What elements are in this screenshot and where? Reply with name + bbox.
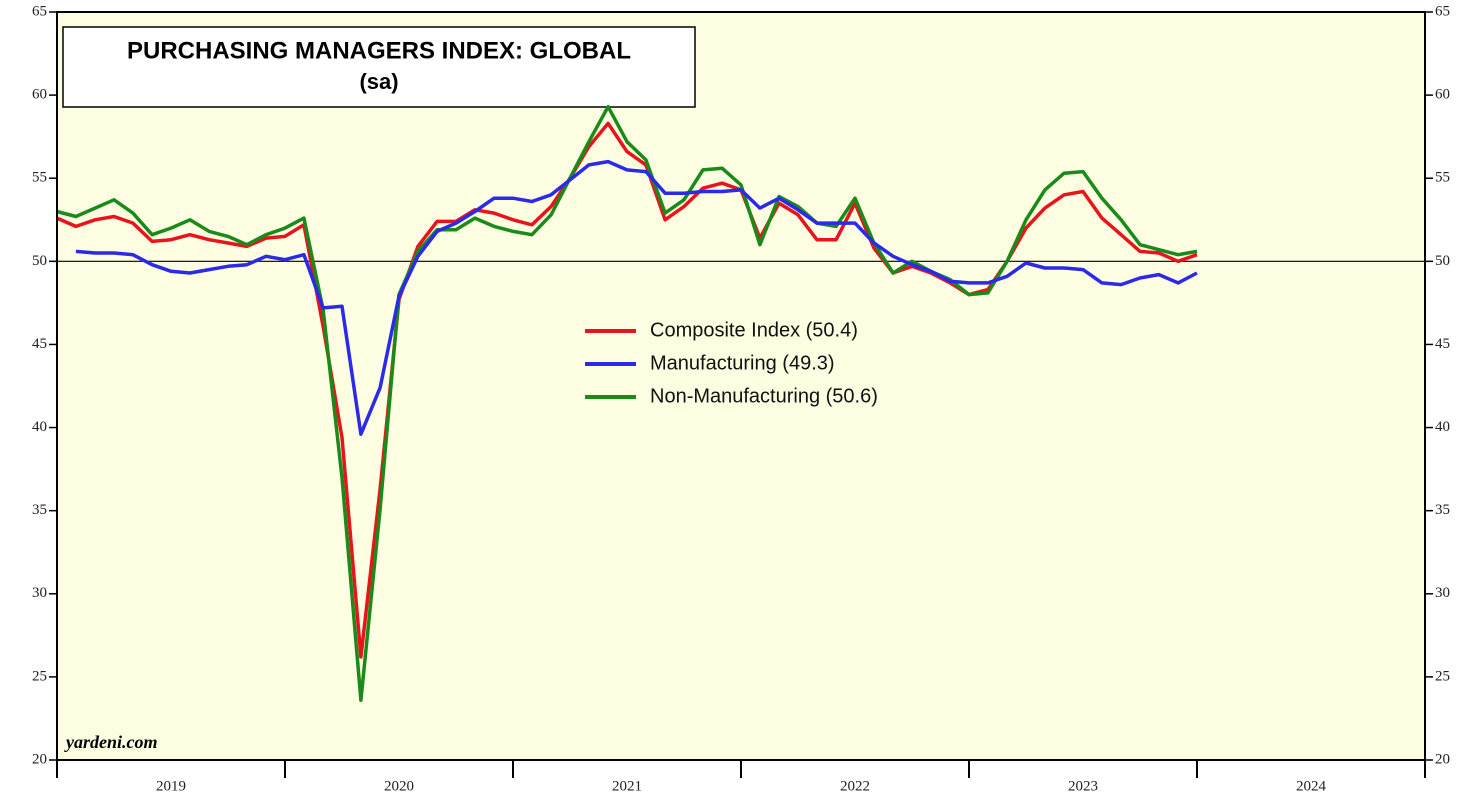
y-tick-label: 60 bbox=[32, 87, 47, 103]
y2-tick-label: 55 bbox=[1435, 170, 1450, 186]
y-tick-label: 25 bbox=[32, 668, 47, 684]
y-tick-label: 35 bbox=[32, 502, 47, 518]
y2-tick-label: 35 bbox=[1435, 502, 1450, 518]
y2-tick-label: 30 bbox=[1435, 585, 1450, 601]
y2-tick-label: 20 bbox=[1435, 751, 1450, 767]
x-tick-label: 2021 bbox=[612, 778, 642, 794]
x-tick-label: 2022 bbox=[840, 778, 870, 794]
x-tick-label: 2024 bbox=[1296, 778, 1327, 794]
y2-tick-label: 65 bbox=[1435, 3, 1450, 19]
y-tick-label: 45 bbox=[32, 336, 47, 352]
y-tick-label: 55 bbox=[32, 170, 47, 186]
y-tick-label: 40 bbox=[32, 419, 47, 435]
chart-title: PURCHASING MANAGERS INDEX: GLOBAL bbox=[127, 37, 631, 64]
source-label: yardeni.com bbox=[64, 732, 158, 752]
legend-label: Non-Manufacturing (50.6) bbox=[650, 385, 878, 407]
y-tick-label: 20 bbox=[32, 751, 47, 767]
y2-tick-label: 25 bbox=[1435, 668, 1450, 684]
y2-tick-label: 40 bbox=[1435, 419, 1450, 435]
chart-subtitle: (sa) bbox=[359, 69, 398, 94]
y-tick-label: 50 bbox=[32, 253, 47, 269]
y2-tick-label: 45 bbox=[1435, 336, 1450, 352]
series-line bbox=[56, 104, 1198, 702]
legend-label: Manufacturing (49.3) bbox=[650, 352, 835, 374]
legend-label: Composite Index (50.4) bbox=[650, 319, 858, 341]
x-tick-label: 2023 bbox=[1068, 778, 1098, 794]
title-box bbox=[62, 26, 696, 108]
y-tick-label: 30 bbox=[32, 585, 47, 601]
y2-tick-label: 60 bbox=[1435, 87, 1450, 103]
plot-frame bbox=[56, 11, 1426, 761]
plot-background bbox=[57, 12, 1425, 760]
x-tick-label: 2020 bbox=[384, 778, 414, 794]
series-line bbox=[75, 159, 1198, 436]
y2-tick-label: 50 bbox=[1435, 253, 1450, 269]
x-tick-label: 2019 bbox=[156, 778, 186, 794]
y-tick-label: 65 bbox=[32, 3, 47, 19]
